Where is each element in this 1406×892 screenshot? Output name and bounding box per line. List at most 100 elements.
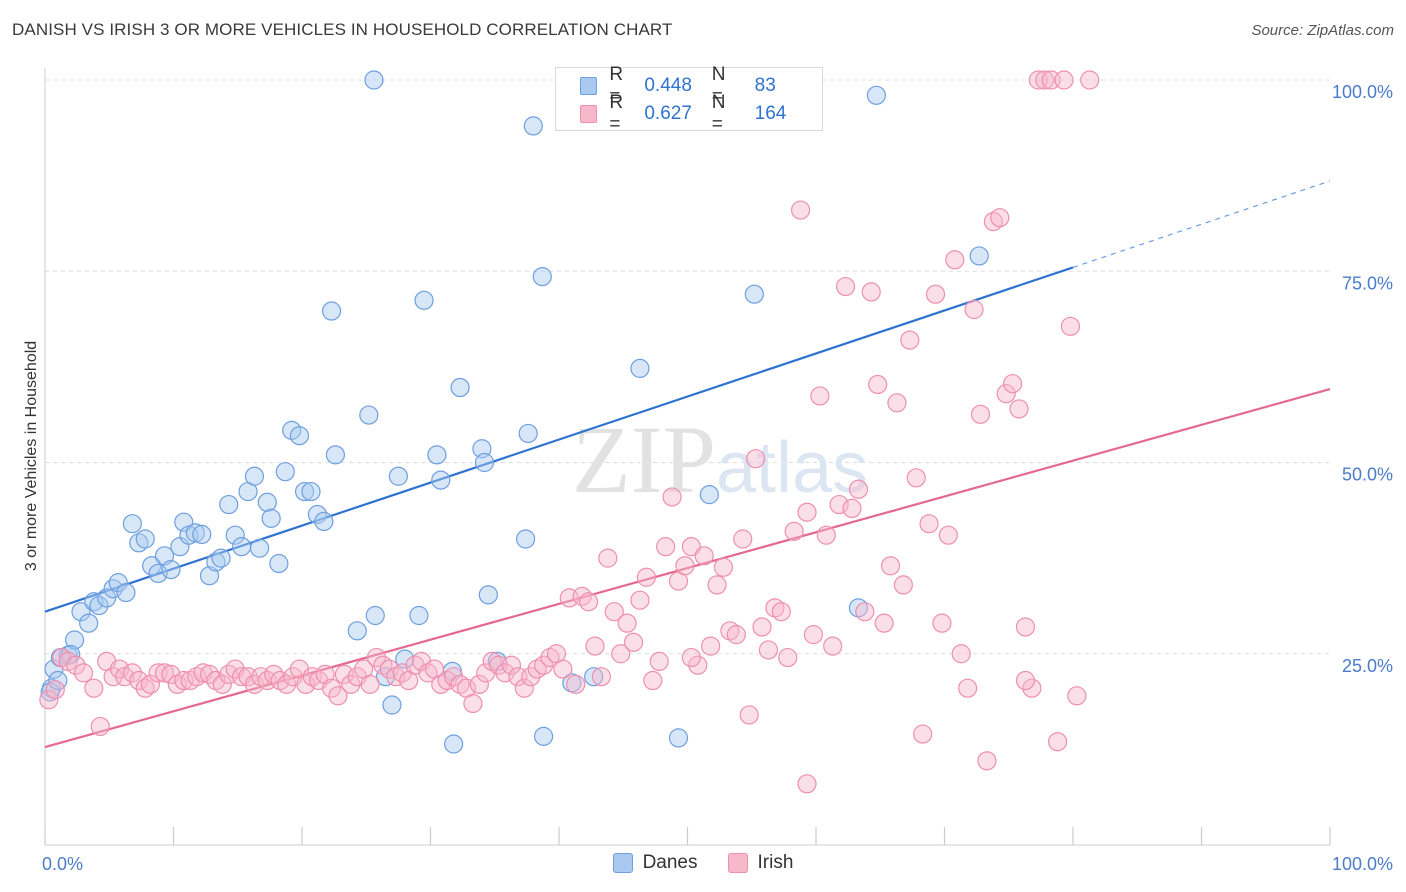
irish-point (797, 774, 817, 794)
danes-point (244, 466, 265, 486)
irish-point (521, 667, 541, 687)
irish-point (1015, 617, 1036, 637)
irish-point (1054, 70, 1074, 90)
irish-point (296, 674, 316, 694)
irish-point (1035, 70, 1055, 90)
danes-point (161, 559, 181, 580)
danes-point (630, 358, 650, 379)
irish-point (726, 625, 746, 645)
legend-label-irish: Irish (757, 852, 794, 873)
irish-point (140, 674, 160, 694)
irish-point (887, 393, 907, 413)
danes-point (450, 377, 470, 398)
x-tick-label: 100.0% (1332, 854, 1393, 874)
danes-point (89, 595, 109, 616)
danes-point (444, 734, 464, 754)
irish-point (803, 625, 824, 645)
irish-point (1067, 686, 1087, 706)
legend-item-irish[interactable]: Irish (727, 852, 794, 874)
danes-point (192, 524, 212, 545)
danes-point (427, 445, 447, 465)
irish-point (514, 678, 534, 698)
danes-point (289, 426, 310, 446)
irish-point (1003, 374, 1023, 394)
danes-point (478, 585, 498, 605)
irish-point (771, 602, 791, 622)
y-axis-label: 3 or more Vehicles in Household (23, 340, 40, 572)
legend-row-danes: R = 0.448 N = 83 (580, 64, 822, 107)
irish-point (835, 276, 856, 297)
legend-label-danes: Danes (642, 852, 698, 873)
danes-point (103, 579, 123, 599)
irish-point (598, 548, 618, 568)
danes-point (382, 695, 402, 715)
irish-point (73, 663, 94, 683)
irish-point (746, 449, 766, 469)
irish-point (360, 674, 380, 694)
legend-n-label: N = (711, 64, 726, 107)
irish-point (784, 521, 804, 541)
irish-point (129, 670, 149, 691)
trend-layer (44, 180, 1331, 749)
irish-point (913, 724, 933, 744)
danes-point (142, 556, 162, 576)
danes-point (79, 613, 99, 633)
irish-point (778, 647, 798, 668)
danes-point (249, 538, 270, 558)
danes-point (321, 301, 342, 321)
irish-point (996, 384, 1016, 404)
danes-point (206, 552, 226, 572)
danes-point (532, 267, 552, 287)
irish-point (572, 586, 592, 606)
irish-point (611, 644, 631, 664)
irish-point (623, 632, 644, 652)
legend-r-label: R = (609, 92, 624, 135)
irish-point (122, 663, 142, 683)
tick-label-layer: 25.0% 50.0% 75.0% 100.0% 0.0% 100.0% (42, 82, 1393, 874)
danes-point (314, 511, 334, 532)
legend-n-label: N = (711, 92, 726, 135)
irish-point (970, 404, 991, 424)
y-tick-label: 25.0% (1342, 656, 1393, 676)
danes-point (388, 466, 408, 486)
danes-point (257, 492, 277, 512)
legend-item-danes[interactable]: Danes (612, 852, 698, 874)
danes-point (185, 523, 205, 543)
irish-point (713, 557, 734, 577)
danes-point (219, 494, 239, 515)
danes-point (116, 582, 136, 603)
irish-point (328, 686, 348, 706)
danes-point (584, 667, 604, 687)
danes-point (325, 445, 346, 465)
irish-point (681, 647, 701, 668)
y-tick-label: 100.0% (1332, 82, 1393, 102)
irish-point (842, 498, 862, 518)
danes-point (699, 485, 719, 505)
legend-r-value-danes: 0.448 (644, 75, 692, 96)
irish-point (977, 751, 997, 771)
danes-point (211, 548, 231, 568)
irish-point (553, 659, 573, 679)
irish-point (906, 468, 926, 488)
irish-point (861, 282, 881, 302)
danes-point (474, 452, 495, 473)
irish-point (84, 678, 104, 698)
irish-point (919, 514, 939, 534)
irish-point (893, 575, 913, 595)
irish-point (366, 647, 387, 668)
irish-point (566, 674, 586, 694)
source-label: Source: ZipAtlas.com (1251, 22, 1394, 39)
irish-point (39, 690, 59, 710)
irish-point (636, 567, 656, 587)
irish-point (816, 525, 836, 545)
irish-point (662, 487, 682, 507)
stats-legend: R = 0.448 N = 83 R = 0.627 N = 164 (555, 64, 823, 135)
irish-point (379, 659, 399, 679)
irish-point (578, 592, 599, 612)
danes-point (359, 405, 379, 425)
irish-point (1022, 678, 1042, 698)
irish-point (244, 674, 265, 694)
danes-point (347, 621, 367, 641)
irish-point (900, 330, 920, 350)
irish-point (1009, 399, 1029, 419)
